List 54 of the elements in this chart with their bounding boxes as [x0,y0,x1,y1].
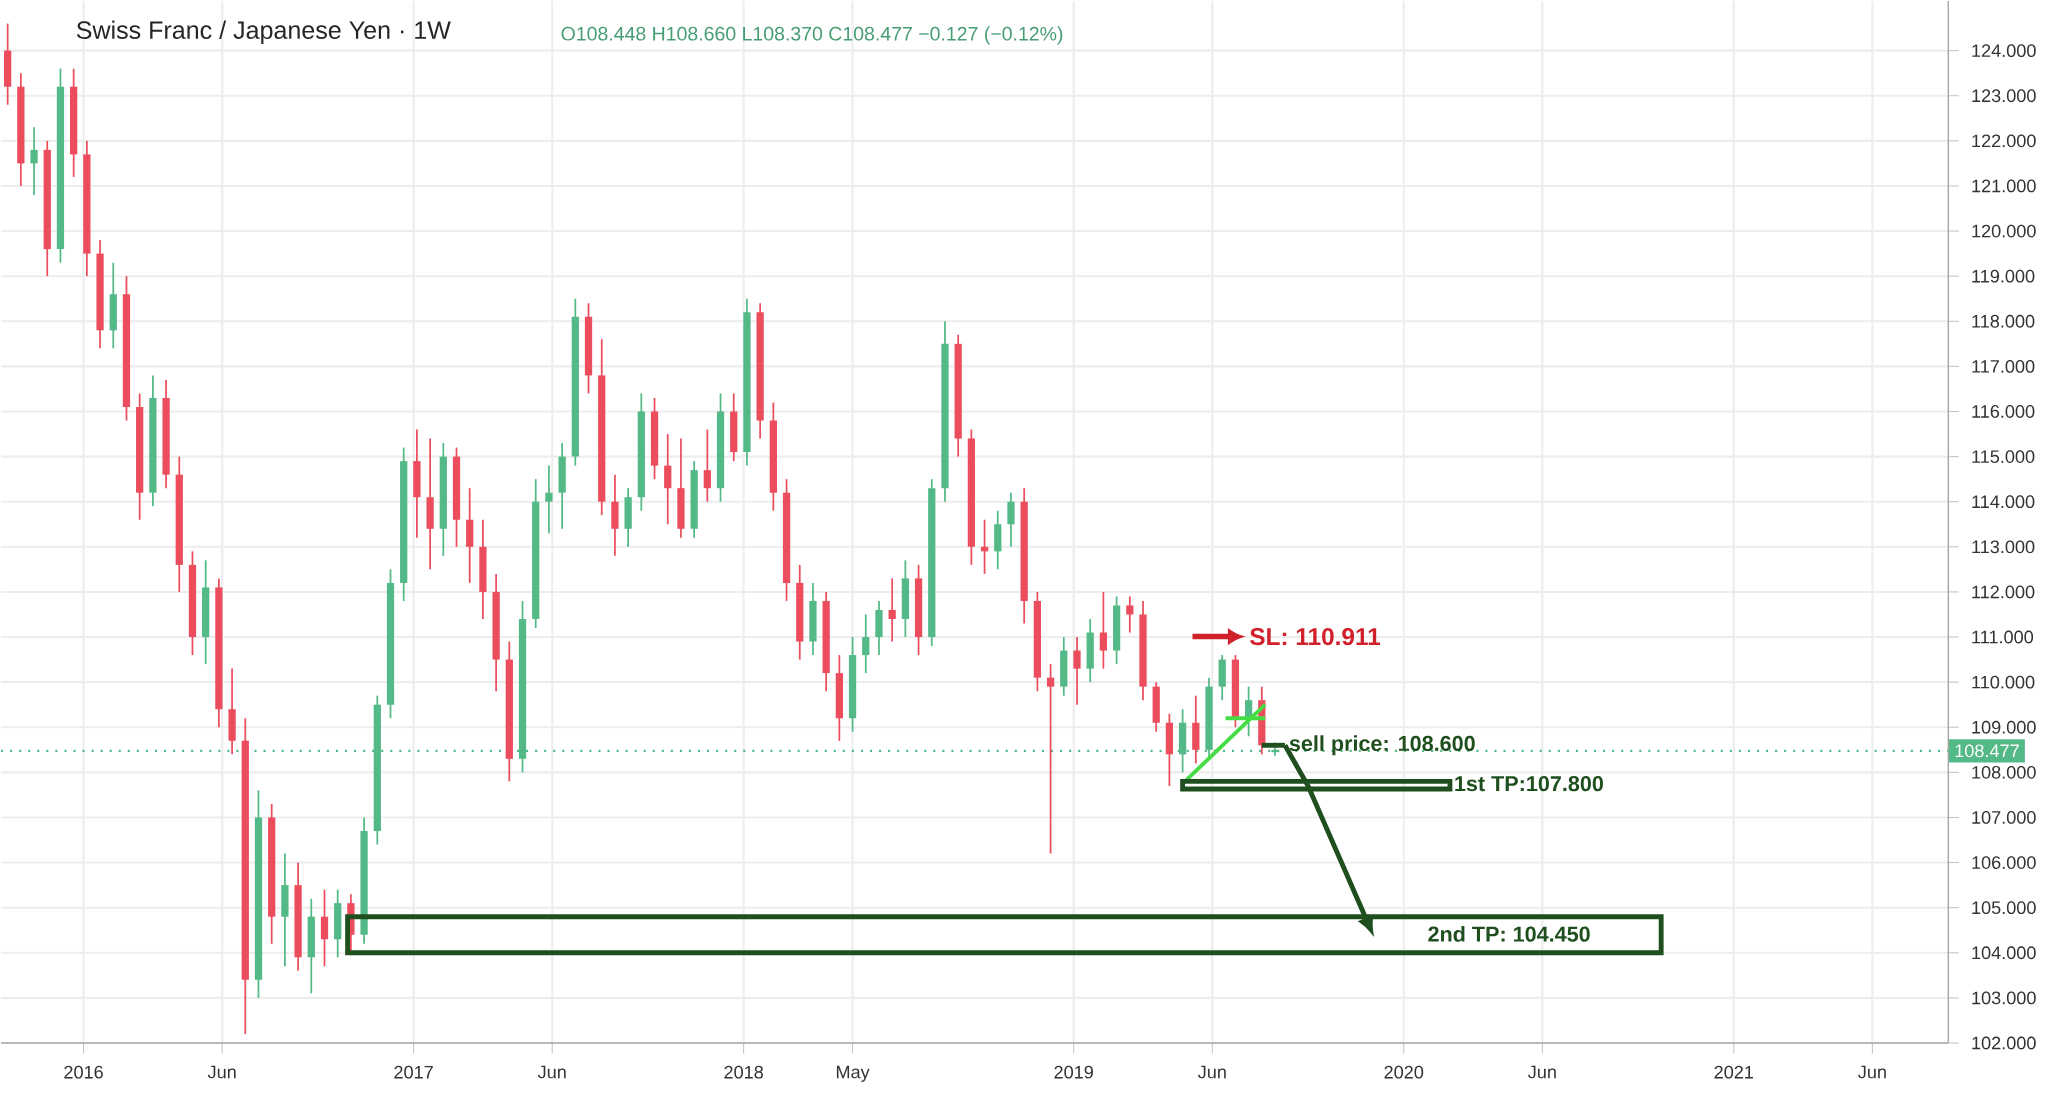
y-tick-label: 106.000 [1972,856,2036,870]
x-tick-label: 2019 [1054,1065,1093,1079]
annotation: SL: 110.911 [1250,628,1381,646]
x-tick-label: Jun [1197,1065,1226,1079]
y-tick-label: 123.000 [1972,89,2036,103]
candlestick [30,126,38,197]
y-tick-label: 121.000 [1972,179,2036,193]
candlestick [1073,636,1081,706]
x-tick-label: 2017 [394,1065,433,1079]
y-tick-label: 108.000 [1972,766,2036,779]
y-tick-label: 105.000 [1972,901,2036,915]
y-tick-label: 111.000 [1972,630,2034,644]
x-tick-label: 2020 [1384,1065,1424,1079]
annotation: sell price: 108.600 [1289,735,1475,756]
annotation: 2nd TP: 104.450 [1428,926,1590,942]
y-tick-label: 107.000 [1972,811,2036,825]
candlestick [545,464,553,535]
candlestick [664,433,672,526]
candlestick [1007,492,1015,548]
candlestick [1046,663,1055,855]
x-tick-label: Jun [1528,1065,1556,1079]
x-tick-label: May [836,1065,870,1083]
y-tick-label: 102.000 [1972,1036,2036,1050]
y-tick-label: 122.000 [1972,134,2036,148]
y-tick-label: 109.000 [1972,721,2036,734]
x-tick-label: Jun [207,1065,236,1079]
candlestick [320,888,329,968]
y-tick-label: 120.000 [1972,224,2036,238]
x-tick-label: Jun [1858,1065,1886,1079]
candlestick [703,428,711,503]
text: O108.448 H108.660 L108.370 C108.477 −0.127 (−0.12%) [561,26,1063,45]
x-tick-label: 2018 [724,1065,763,1079]
candlestick [1126,595,1134,634]
x-tick-label: 2021 [1714,1065,1754,1079]
x-tick-label: Jun [537,1065,566,1079]
y-tick-label: 104.000 [1972,946,2036,960]
y-tick-label: 119.000 [1972,269,2035,283]
y-tick-label: 103.000 [1972,991,2036,1005]
annotation: 1st TP:107.800 [1455,776,1603,792]
y-tick-label: 110.000 [1972,675,2035,689]
y-tick-label: 116.000 [1972,405,2035,419]
x-tick-label: 2016 [64,1065,103,1079]
ref-line-label: 108.477 [1955,744,2019,758]
y-tick-label: 114.000 [1972,495,2035,509]
y-tick-label: 112.000 [1972,585,2035,599]
candlestick [1099,591,1108,670]
y-tick-label: 115.000 [1972,450,2035,464]
y-tick-label: 113.000 [1972,540,2035,554]
candlestick [888,577,896,643]
candlestick [862,613,870,675]
y-tick-label: 124.000 [1972,44,2036,58]
text: Swiss Franc / Japanese Yen · 1W [76,20,451,45]
y-tick-label: 118.000 [1972,315,2035,328]
y-tick-label: 117.000 [1972,360,2035,374]
